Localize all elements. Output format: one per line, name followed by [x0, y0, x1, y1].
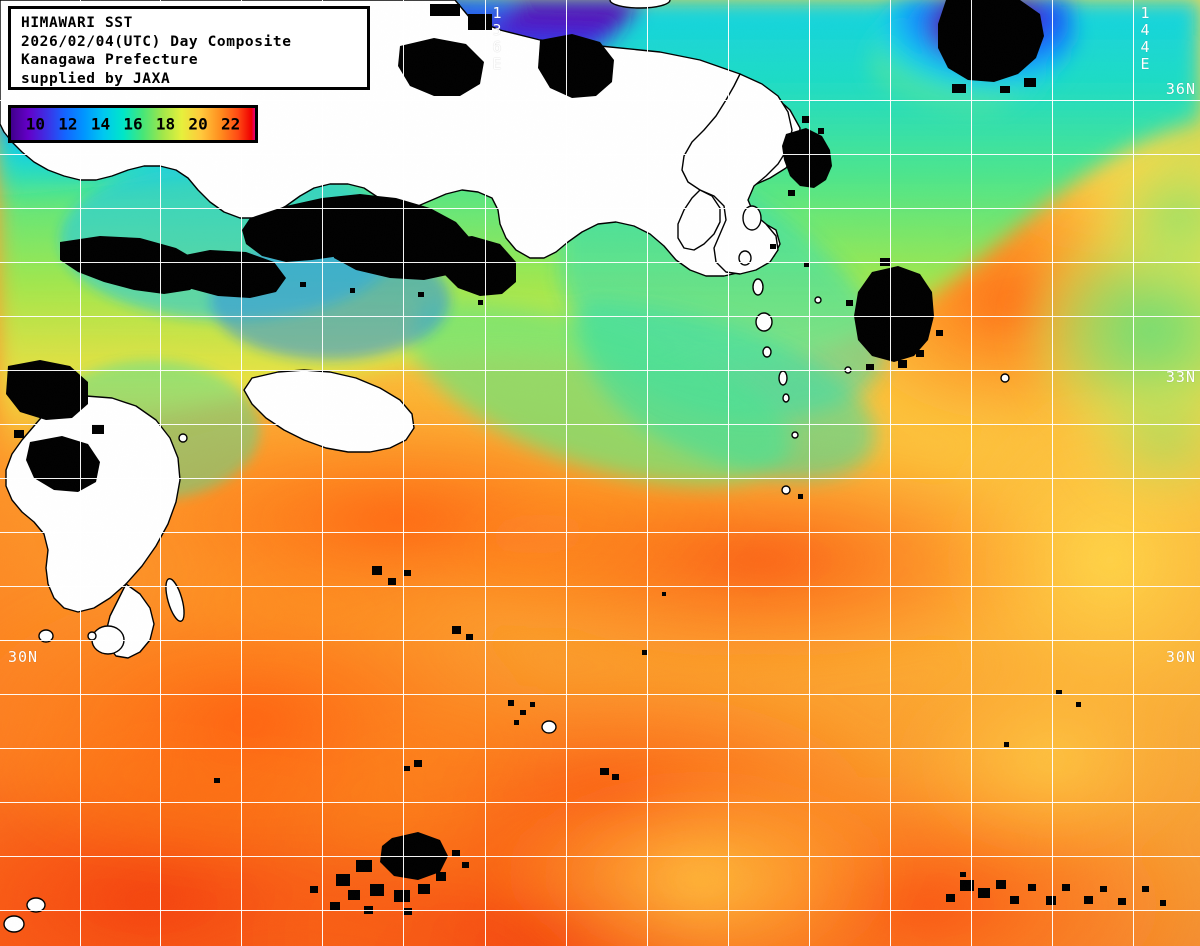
title-line-date: 2026/02/04(UTC) Day Composite [21, 33, 292, 50]
title-line-region: Kanagawa Prefecture [21, 52, 199, 69]
title-box: HIMAWARI SST 2026/02/04(UTC) Day Composi… [8, 6, 370, 90]
colorbar-gradient [11, 108, 255, 140]
map-coordinate-label-30n-5: 30N [8, 648, 39, 666]
colorbar-tick-22: 22 [220, 114, 241, 134]
map-coordinate-label-33n-3: 33N [1165, 368, 1196, 386]
colorbar-tick-16: 16 [123, 114, 143, 134]
temperature-colorbar: 10 12 14 16 18 20 22 [8, 105, 258, 143]
map-coordinate-label-30n-4: 30N [1165, 648, 1196, 666]
title-line-source: supplied by JAXA [21, 70, 171, 87]
map-coordinate-label-136e-0: 136E [488, 4, 506, 72]
title-line-product: HIMAWARI SST [21, 15, 133, 31]
colorbar-tick-12: 12 [58, 114, 78, 134]
colorbar-tick-18: 18 [155, 114, 176, 134]
colorbar-tick-14: 14 [90, 114, 111, 134]
map-coordinate-label-36n-2: 36N [1165, 80, 1196, 98]
colorbar-tick-labels: 10 12 14 16 18 20 22 [11, 108, 255, 140]
colorbar-tick-20: 20 [188, 114, 208, 134]
map-coordinate-label-144e-1: 144E [1136, 4, 1154, 72]
colorbar-tick-10: 10 [25, 114, 46, 134]
